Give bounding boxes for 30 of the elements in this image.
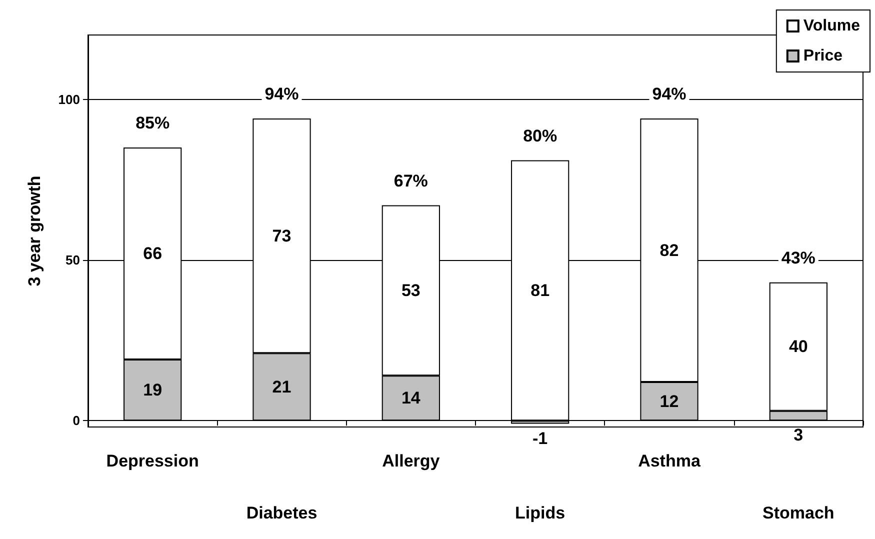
data-label: 81 — [530, 280, 550, 300]
data-label: 73 — [272, 226, 292, 246]
total-label: 94% — [264, 84, 299, 104]
x-tick-label: Stomach — [762, 504, 834, 522]
data-label: 21 — [272, 377, 292, 396]
data-label: 66 — [143, 244, 162, 263]
legend-label: Price — [803, 48, 843, 64]
x-tick-label: Lipids — [515, 504, 566, 522]
y-tick-label: 50 — [66, 252, 80, 268]
y-tick-label: 100 — [58, 92, 80, 107]
data-label: 12 — [660, 392, 679, 411]
data-label: 40 — [788, 337, 808, 356]
data-label: 53 — [401, 280, 420, 300]
x-tick-label: Allergy — [382, 452, 440, 470]
data-label: 19 — [143, 380, 162, 400]
total-label: 80% — [523, 126, 558, 146]
data-label: 82 — [660, 240, 679, 260]
x-tick-label: Diabetes — [246, 504, 318, 522]
total-label: 94% — [652, 84, 686, 104]
data-label: 3 — [794, 426, 804, 445]
x-tick-label: Depression — [106, 452, 199, 470]
y-tick-label: 0 — [72, 413, 80, 428]
x-tick-label: Asthma — [638, 452, 701, 470]
total-label: 67% — [394, 171, 428, 190]
legend-label: Volume — [803, 18, 860, 34]
data-label: -1 — [532, 428, 548, 448]
total-label: 85% — [136, 113, 170, 132]
data-label: 14 — [401, 388, 421, 408]
y-axis-title: 3 year growth — [25, 176, 44, 286]
total-label: 43% — [781, 248, 816, 268]
